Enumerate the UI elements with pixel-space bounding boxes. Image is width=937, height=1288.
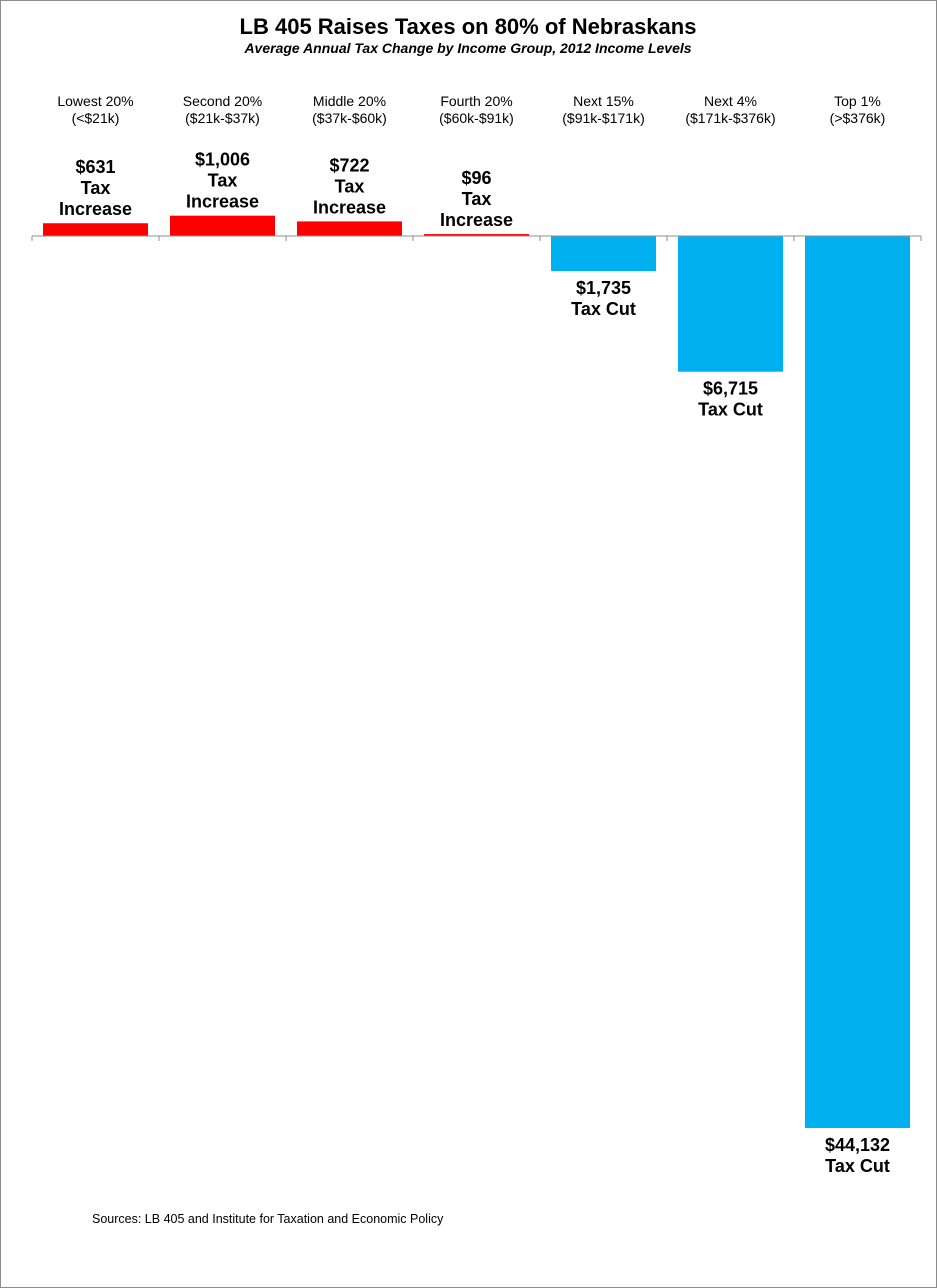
chart-subtitle: Average Annual Tax Change by Income Grou… [243, 40, 691, 56]
category-label: Lowest 20% [57, 93, 133, 109]
category-range-label: (<$21k) [72, 110, 120, 126]
category-label: Next 15% [573, 93, 634, 109]
data-label: Increase [440, 210, 513, 230]
data-label: Tax [462, 189, 492, 209]
category-range-label: ($37k-$60k) [312, 110, 387, 126]
bars [43, 215, 910, 1128]
data-label: Tax Cut [571, 299, 636, 319]
data-label: Tax [208, 171, 238, 191]
category-range-label: (>$376k) [830, 110, 886, 126]
data-label: $1,735 [576, 278, 631, 298]
data-label: Tax [81, 178, 111, 198]
category-range-label: ($91k-$171k) [562, 110, 645, 126]
category-label: Middle 20% [313, 93, 386, 109]
bar [551, 236, 656, 272]
source-note: Sources: LB 405 and Institute for Taxati… [92, 1212, 444, 1226]
bar [43, 223, 148, 236]
category-range-label: ($171k-$376k) [685, 110, 775, 126]
category-labels: Lowest 20%(<$21k) Second 20%($21k-$37k) Mi… [57, 93, 885, 126]
data-label: Increase [186, 192, 259, 212]
category-label: Second 20% [183, 93, 262, 109]
category-label: Fourth 20% [440, 93, 512, 109]
category-range-label: ($60k-$91k) [439, 110, 514, 126]
data-label: Increase [59, 199, 132, 219]
bar [805, 236, 910, 1128]
data-label: $631 [75, 157, 115, 177]
data-label: $722 [329, 155, 369, 175]
category-range-label: ($21k-$37k) [185, 110, 260, 126]
x-axis [31, 235, 922, 241]
data-label: $96 [461, 168, 491, 188]
data-label: $6,715 [703, 379, 758, 399]
data-labels: $631TaxIncrease$1,006TaxIncrease$722TaxI… [59, 150, 890, 1176]
data-label: $1,006 [195, 150, 250, 170]
bar [424, 234, 529, 236]
data-label: Tax Cut [698, 400, 763, 420]
bar [678, 236, 783, 372]
data-label: Tax [335, 176, 365, 196]
bar [170, 215, 275, 236]
category-label: Next 4% [704, 93, 757, 109]
category-label: Top 1% [834, 93, 881, 109]
data-label: Tax Cut [825, 1156, 890, 1176]
data-label: $44,132 [825, 1135, 890, 1155]
bar [297, 221, 402, 236]
data-label: Increase [313, 197, 386, 217]
chart-title: LB 405 Raises Taxes on 80% of Nebraskans [240, 14, 697, 39]
